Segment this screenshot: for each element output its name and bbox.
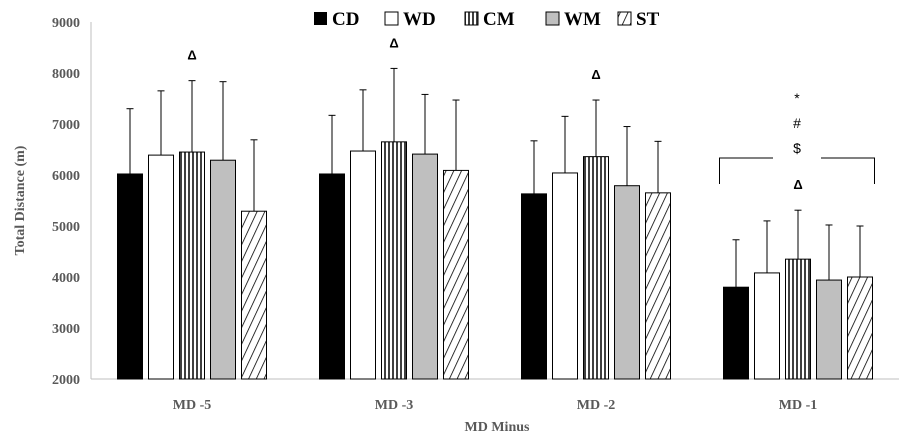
bar-md-2-st	[645, 192, 671, 380]
significance-bracket	[719, 157, 875, 184]
x-tick-label-md-1: MD -1	[779, 398, 818, 413]
axes: 2000 3000 4000 5000 6000 7000 8000 9000 MD -5 MD …	[52, 16, 899, 413]
bars-layer	[117, 67, 873, 380]
legend-swatch-wd	[384, 11, 399, 26]
annotations-layer: Δ Δ Δ Δ * # $	[187, 35, 875, 192]
bar-md-5-cd	[117, 173, 143, 380]
bar-md-5-st	[241, 210, 267, 380]
legend-label-wm: WM	[564, 9, 601, 30]
legend-swatch-st	[617, 11, 632, 26]
legend-label-cm: CM	[483, 9, 515, 30]
bracket-symbol-3: $	[793, 140, 801, 156]
x-tick-label-md-2: MD -2	[577, 398, 616, 413]
bracket-symbol-1: *	[794, 90, 800, 106]
legend-label-st: ST	[636, 9, 660, 30]
bar-md-1-cm	[785, 258, 811, 380]
bar-md-3-wm	[412, 153, 438, 380]
bar-md-2-wd	[552, 172, 578, 380]
y-tick-label: 9000	[52, 16, 80, 31]
x-tick-label-md-3: MD -3	[375, 398, 414, 413]
bar-md-1-wd	[754, 272, 780, 380]
bar-md-3-st	[443, 169, 469, 380]
y-tick-label: 4000	[52, 271, 80, 286]
bar-md-2-cd	[521, 193, 547, 380]
delta-marker-md-3: Δ	[389, 35, 398, 50]
y-axis-title: Total Distance (m)	[13, 145, 28, 255]
bar-md-2-wm	[614, 185, 640, 380]
bar-md-5-wm	[210, 159, 236, 380]
bracket-symbol-2: #	[793, 115, 801, 131]
legend-swatch-cd	[314, 12, 327, 25]
y-tick-label: 8000	[52, 67, 80, 82]
legend-swatch-cm	[464, 11, 479, 26]
bar-md-1-cd	[723, 286, 749, 380]
x-axis-title: MD Minus	[465, 420, 531, 435]
y-tick-label: 3000	[52, 322, 80, 337]
y-tick-label: 7000	[52, 118, 80, 133]
legend: CD WD CM WM ST	[314, 9, 660, 30]
delta-marker-md-2: Δ	[591, 67, 600, 82]
x-tick-label-md-5: MD -5	[173, 398, 212, 413]
y-tick-label: 2000	[52, 373, 80, 388]
bar-md-1-wm	[816, 279, 842, 380]
y-tick-label: 5000	[52, 220, 80, 235]
delta-marker-md-1: Δ	[793, 177, 802, 192]
y-tick-label: 6000	[52, 169, 80, 184]
delta-marker-md-5: Δ	[187, 48, 196, 63]
bar-md-2-cm	[583, 156, 609, 380]
legend-label-wd: WD	[403, 9, 436, 30]
bar-md-5-wd	[148, 154, 174, 380]
bar-md-5-cm	[179, 151, 205, 380]
bar-md-3-wd	[350, 150, 376, 380]
legend-swatch-wm	[545, 11, 560, 26]
bar-md-3-cm	[381, 141, 407, 380]
legend-label-cd: CD	[332, 9, 359, 30]
bar-md-1-st	[847, 276, 873, 380]
bar-md-3-cd	[319, 173, 345, 380]
